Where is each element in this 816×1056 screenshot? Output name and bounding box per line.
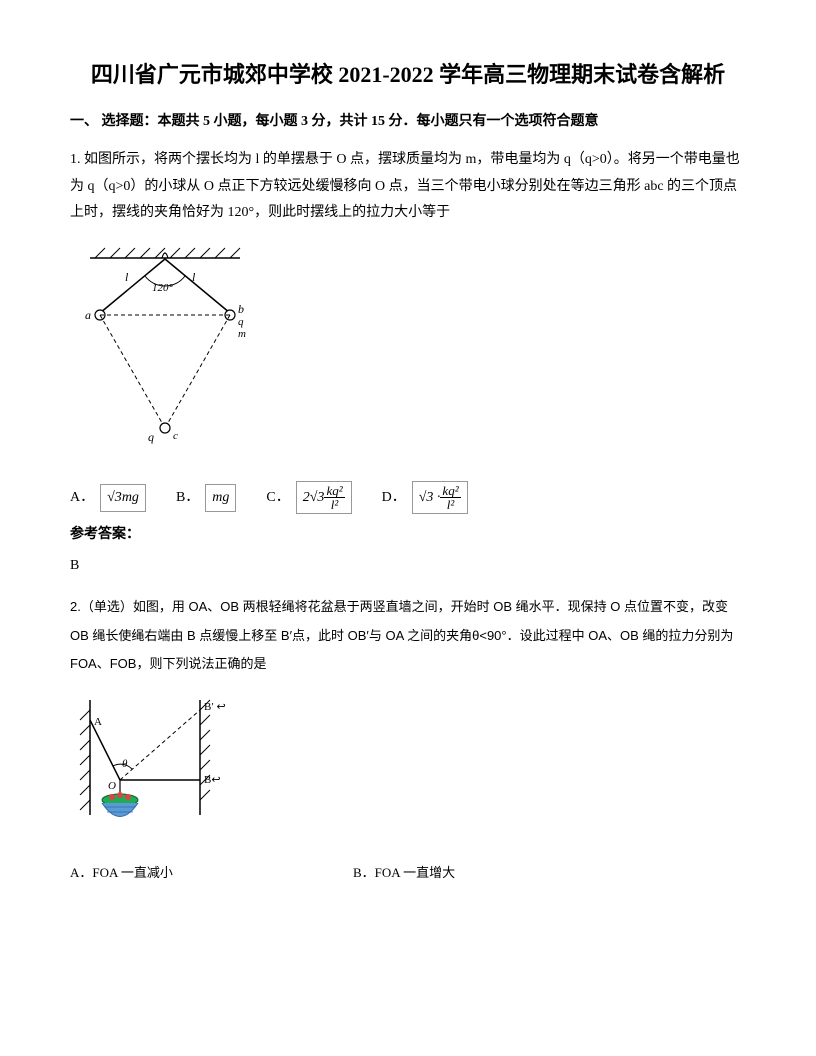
A-label: A (94, 716, 102, 728)
d-den: l² (445, 498, 457, 511)
q-label: q (238, 316, 244, 328)
l-label: l (125, 270, 129, 284)
page-title: 四川省广元市城郊中学校 2021-2022 学年高三物理期末试卷含解析 (70, 60, 746, 91)
angle-label: 120° (152, 282, 174, 294)
q1-options: A． √3mg B． mg C． 2√3 kq²l² D． √3 · kq²l² (70, 481, 746, 514)
c-num: kq² (324, 484, 344, 498)
mg-text: mg (122, 487, 139, 509)
formula-b: mg (205, 484, 236, 512)
opt-d-label: D． (382, 487, 406, 509)
d-num: kq² (440, 484, 460, 498)
l-label-2: l (192, 270, 196, 284)
c-den: l² (329, 498, 341, 511)
sqrt-3: √3 (107, 487, 122, 509)
opt-b-label: B． (176, 487, 199, 509)
O-label: O (108, 780, 116, 792)
q2-text: 2.（单选）如图，用 OA、OB 两根轻绳将花盆悬于两竖直墙之间，开始时 OB … (70, 593, 746, 679)
a-label: a (85, 308, 91, 322)
q2-options-row: A．FOA 一直减小 B．FOA 一直增大 (70, 863, 746, 884)
option-a[interactable]: A． √3mg (70, 484, 146, 512)
formula-a: √3mg (100, 484, 146, 512)
section-heading: 一、 选择题：本题共 5 小题，每小题 3 分，共计 15 分．每小题只有一个选… (70, 111, 746, 133)
b-label: b (238, 302, 244, 316)
option-b[interactable]: B． mg (176, 484, 236, 512)
q2-figure: A B′ ↩ B↩ θ O (70, 695, 746, 853)
opt-a-label: A． (70, 487, 94, 509)
answer-label: 参考答案： (70, 524, 746, 546)
m-label: m (238, 328, 246, 340)
c-2sqrt3: 2√3 (303, 487, 325, 509)
B-label: B↩ (204, 774, 221, 786)
Bp-label: B′ ↩ (204, 701, 226, 713)
q2-option-a[interactable]: A．FOA 一直减小 (70, 863, 173, 884)
option-d[interactable]: D． √3 · kq²l² (382, 481, 468, 514)
d-sqrt3: √3 · (419, 487, 441, 509)
q1-answer: B (70, 555, 746, 577)
theta-label: θ (122, 758, 128, 770)
formula-c: 2√3 kq²l² (296, 481, 352, 514)
q1-figure: l l 120° a b q m q c (70, 243, 746, 471)
q1-text: 1. 如图所示，将两个摆长均为 l 的单摆悬于 O 点，摆球质量均为 m，带电量… (70, 147, 746, 227)
option-c[interactable]: C． 2√3 kq²l² (266, 481, 351, 514)
formula-d: √3 · kq²l² (412, 481, 468, 514)
c-label: c (173, 430, 178, 442)
q2-label: q (148, 430, 154, 444)
q2-option-b[interactable]: B．FOA 一直增大 (353, 863, 455, 884)
opt-c-label: C． (266, 487, 289, 509)
